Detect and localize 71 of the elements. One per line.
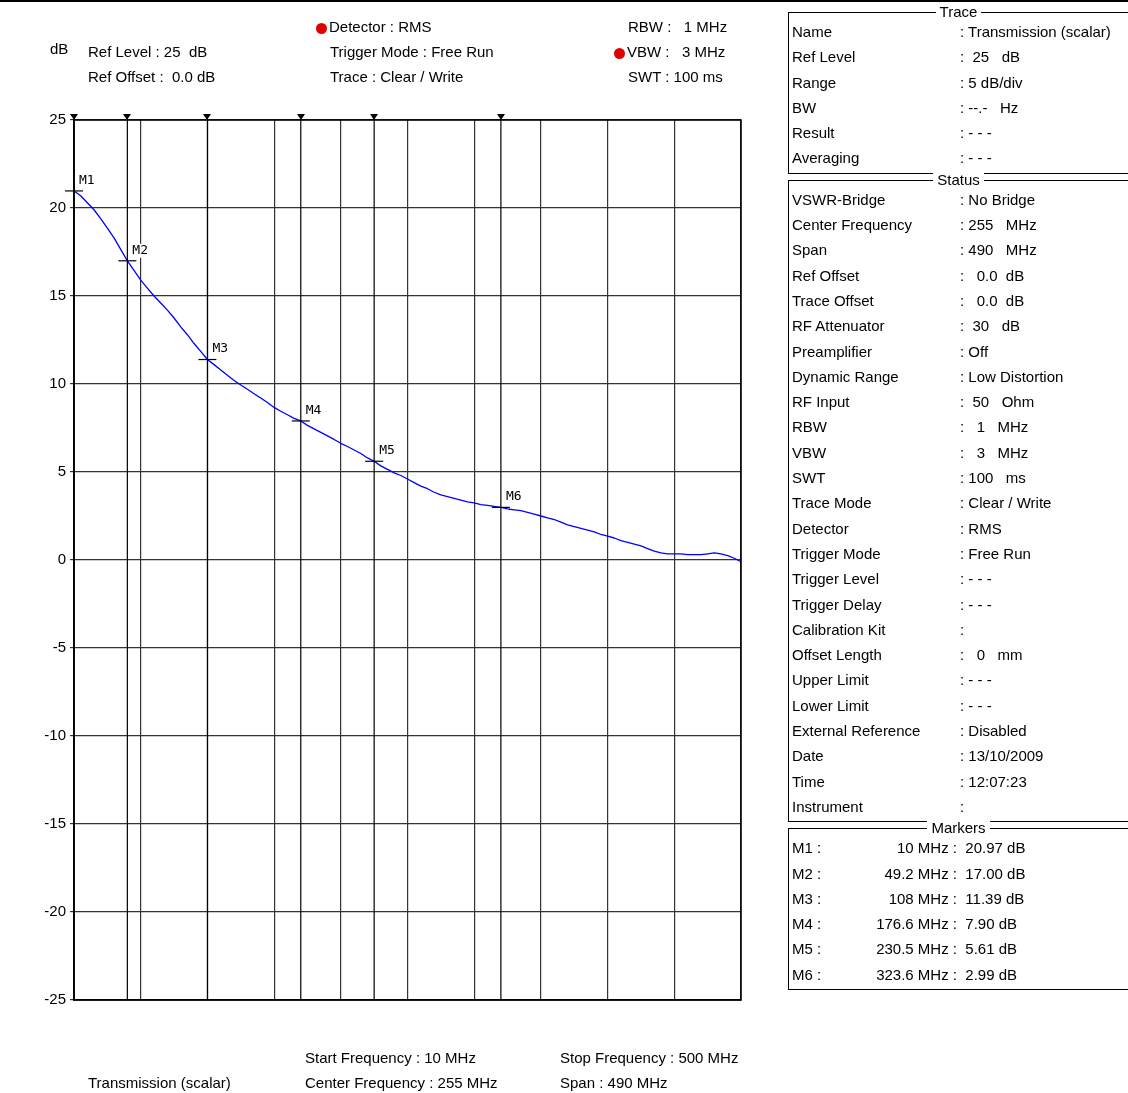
text: Range : 5 dB/div bbox=[792, 73, 1023, 91]
text: Preamplifier : Off bbox=[792, 342, 989, 360]
y-tick-label: 20 bbox=[49, 198, 66, 216]
text: Trace Mode : Clear / Write bbox=[792, 494, 1052, 512]
text: M1 : 10 MHz : 20.97 dB bbox=[792, 839, 1026, 857]
text: Instrument : bbox=[792, 797, 965, 815]
data-label: M4 bbox=[305, 401, 322, 417]
text: RBW : 1 MHz bbox=[792, 418, 1029, 436]
text: Ref Level : 25 dB bbox=[792, 48, 1021, 66]
text: Transmission (scalar) bbox=[88, 1073, 231, 1093]
text: Dynamic Range : Low Distortion bbox=[792, 367, 1064, 385]
y-axis-title: dB bbox=[50, 40, 69, 57]
text: RBW : 1 MHz bbox=[628, 17, 728, 37]
text: Span : 490 MHz bbox=[792, 241, 1037, 259]
y-tick-label: -5 bbox=[52, 638, 66, 656]
data-label: M5 bbox=[379, 442, 395, 458]
text: VBW : 3 MHz bbox=[626, 42, 726, 62]
data-label: M6 bbox=[505, 488, 522, 504]
text: Name : Transmission (scalar) bbox=[792, 23, 1111, 40]
text: Time : 12:07:23 bbox=[792, 772, 1027, 790]
data-label: M3 bbox=[212, 340, 229, 356]
text: Lower Limit : - - - bbox=[792, 696, 992, 714]
text: Center Frequency : 255 MHz bbox=[792, 216, 1037, 234]
text: Trace : Clear / Write bbox=[330, 67, 464, 87]
text: M3 : 108 MHz : 11.39 dB bbox=[792, 889, 1025, 907]
text: SWT : 100 ms bbox=[792, 469, 1026, 487]
text: Trigger Level : - - - bbox=[792, 570, 992, 588]
text: Start Frequency : 10 MHz bbox=[305, 1048, 476, 1068]
text: Upper Limit : - - - bbox=[792, 671, 992, 689]
y-tick-label: 0 bbox=[57, 550, 66, 568]
text: Offset Length : 0 mm bbox=[792, 646, 1023, 664]
data-label: M1 bbox=[79, 171, 95, 187]
text: SWT : 100 ms bbox=[628, 67, 723, 87]
text: Center Frequency : 255 MHz bbox=[305, 1073, 498, 1093]
text: RF Attenuator : 30 dB bbox=[792, 317, 1021, 335]
text: Status bbox=[933, 170, 984, 188]
text: Stop Frequency : 500 MHz bbox=[560, 1048, 739, 1068]
y-tick-label: -10 bbox=[44, 726, 66, 744]
text: External Reference : Disabled bbox=[792, 722, 1027, 740]
text: Trace Offset : 0.0 dB bbox=[792, 291, 1025, 309]
text: M5 : 230.5 MHz : 5.61 dB bbox=[792, 940, 1018, 958]
y-tick-label: 5 bbox=[57, 462, 66, 480]
text: Averaging : - - - bbox=[792, 149, 992, 167]
text: RF Input : 50 Ohm bbox=[792, 393, 1035, 411]
text: Trigger Delay : - - - bbox=[792, 595, 992, 613]
text: Span : 490 MHz bbox=[560, 1073, 668, 1093]
text: M4 : 176.6 MHz : 7.90 dB bbox=[792, 915, 1018, 933]
text: VSWR-Bridge : No Bridge bbox=[792, 190, 1036, 208]
text: Trace bbox=[935, 3, 982, 20]
text: Markers bbox=[927, 819, 990, 837]
text: M2 : 49.2 MHz : 17.00 dB bbox=[792, 864, 1026, 882]
text: Trigger Mode : Free Run bbox=[330, 42, 494, 62]
text: BW : --.- Hz bbox=[792, 98, 1019, 116]
text: VBW : 3 MHz bbox=[792, 443, 1029, 461]
data-label: M2 bbox=[132, 241, 149, 257]
y-tick-label: 15 bbox=[49, 286, 66, 304]
y-tick-label: -15 bbox=[44, 814, 66, 832]
y-tick-label: -25 bbox=[44, 990, 66, 1008]
text: Result : - - - bbox=[792, 124, 992, 142]
y-tick-label: -20 bbox=[44, 902, 66, 920]
text: Date : 13/10/2009 bbox=[792, 747, 1044, 765]
text: Detector : RMS bbox=[792, 519, 1002, 537]
text: Ref Level : 25 dB bbox=[88, 42, 208, 62]
text: Ref Offset : 0.0 dB bbox=[792, 266, 1025, 284]
text: Detector : RMS bbox=[328, 17, 432, 37]
y-tick-label: 25 bbox=[49, 110, 66, 128]
text: Trigger Mode : Free Run bbox=[792, 544, 1031, 562]
text: Ref Offset : 0.0 dB bbox=[88, 67, 216, 87]
text: M6 : 323.6 MHz : 2.99 dB bbox=[792, 965, 1018, 983]
y-tick-label: 10 bbox=[49, 374, 66, 392]
text: Calibration Kit : bbox=[792, 620, 965, 638]
